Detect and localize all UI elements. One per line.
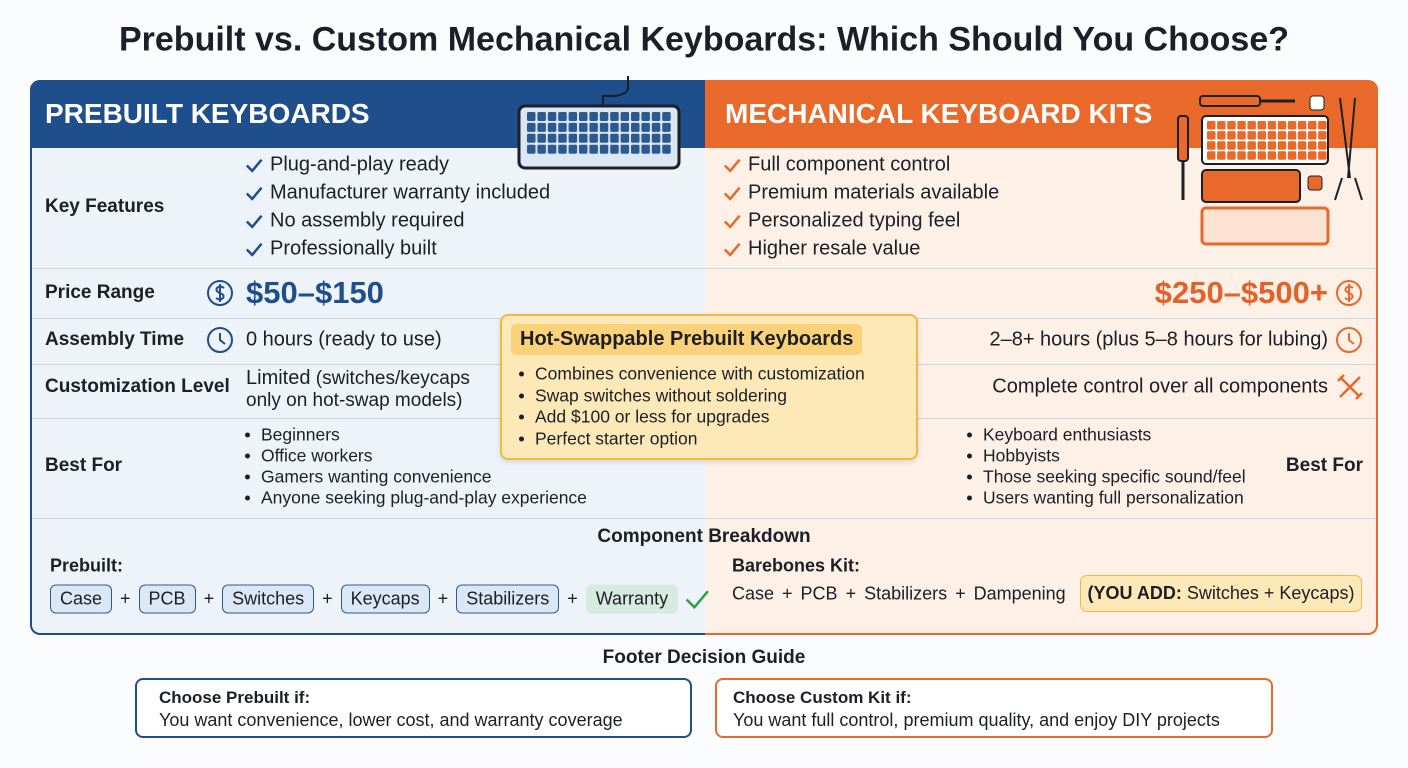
part-chip: PCB <box>138 584 196 614</box>
prebuilt-customization: Limited (switches/keycaps only on hot-sw… <box>246 367 506 412</box>
check-icon <box>245 242 263 257</box>
callout-title: Hot-Swappable Prebuilt Keyboards <box>511 324 863 355</box>
plus-sign: + <box>845 583 857 604</box>
part-chip: Keycaps <box>340 584 430 614</box>
you-add-parts: Switches + Keycaps) <box>1186 583 1355 603</box>
customization-level: Limited <box>246 367 311 389</box>
plus-sign: + <box>437 588 449 609</box>
footer-card-heading: Choose Prebuilt if: <box>159 688 311 707</box>
check-icon <box>685 589 709 609</box>
best-for-item: Gamers wanting convenience <box>241 467 492 488</box>
breakdown-label: Prebuilt: <box>50 555 124 576</box>
plus-sign: + <box>120 588 131 609</box>
footer-title: Footer Decision Guide <box>602 647 806 668</box>
customization-note: (switches/keycaps only on hot-swap model… <box>246 368 470 411</box>
row-divider <box>32 268 1376 269</box>
you-add-box: (YOU ADD: Switches + Keycaps) <box>1080 575 1362 612</box>
kits-heading: MECHANICAL KEYBOARD KITS <box>725 98 1153 129</box>
feature-item: Premium materials available <box>723 182 999 205</box>
row-label: Customization Level <box>45 376 230 397</box>
callout-item: Perfect starter option <box>515 428 697 449</box>
row-label: Assembly Time <box>45 329 185 350</box>
check-icon <box>245 158 263 173</box>
price-icon <box>1336 280 1362 306</box>
part-text: Dampening <box>973 583 1066 604</box>
feature-text: Full component control <box>748 153 951 176</box>
callout-item: Swap switches without soldering <box>515 385 787 406</box>
feature-text: Plug-and-play ready <box>270 153 449 176</box>
best-for-item: Anyone seeking plug-and-play experience <box>241 488 587 509</box>
footer-card: Choose Custom Kit if: You want full cont… <box>715 678 1273 738</box>
prebuilt-heading: PREBUILT KEYBOARDS <box>45 98 370 129</box>
plus-sign: + <box>203 588 215 609</box>
footer-card-text: You want convenience, lower cost, and wa… <box>159 710 623 730</box>
plus-sign: + <box>567 588 578 609</box>
part-text: PCB <box>800 583 838 604</box>
check-icon <box>245 214 263 229</box>
part-chip: Case <box>50 584 113 614</box>
check-icon <box>723 242 741 257</box>
you-add-label: (YOU ADD: <box>1087 583 1182 603</box>
best-for-item: Hobbyists <box>963 446 1060 467</box>
row-label: Best For <box>1285 455 1363 476</box>
tools-icon <box>1337 374 1363 400</box>
breakdown-label: Barebones Kit: <box>732 555 861 576</box>
prebuilt-assembly: 0 hours (ready to use) <box>246 328 442 351</box>
clock-icon <box>1336 327 1362 353</box>
plus-sign: + <box>322 588 333 609</box>
part-text: Stabilizers <box>864 583 948 604</box>
plus-sign: + <box>955 583 966 604</box>
row-label: Price Range <box>45 282 155 303</box>
feature-text: Manufacturer warranty included <box>270 181 551 204</box>
check-icon <box>723 214 741 229</box>
prebuilt-parts: Case + PCB + Switches + Keycaps + Stabilizers + Wa… <box>50 584 710 614</box>
clock-icon <box>207 327 233 353</box>
keyboard-icon <box>517 76 681 170</box>
kits-price: $250–$500+ <box>1154 275 1328 310</box>
feature-text: Higher resale value <box>748 237 921 260</box>
feature-item: Manufacturer warranty included <box>245 182 550 205</box>
part-chip: Warranty <box>585 584 679 614</box>
feature-text: No assembly required <box>270 209 465 232</box>
footer-card-heading: Choose Custom Kit if: <box>733 688 912 707</box>
page-title: Prebuilt vs. Custom Mechanical Keyboards… <box>118 20 1289 59</box>
check-icon <box>245 186 263 201</box>
best-for-item: Beginners <box>241 425 340 446</box>
callout-item: Add $100 or less for upgrades <box>515 407 769 428</box>
check-icon <box>723 186 741 201</box>
kit-icon <box>1177 95 1363 246</box>
kit-parts: Case + PCB + Stabilizers + Dampening <box>732 584 1066 605</box>
check-icon <box>723 158 741 173</box>
row-divider <box>32 518 1376 519</box>
breakdown-title: Component Breakdown <box>597 526 811 547</box>
callout-item: Combines convenience with customization <box>515 364 865 385</box>
feature-item: Personalized typing feel <box>723 210 960 233</box>
footer-card-text: You want full control, premium quality, … <box>733 710 1220 730</box>
plus-sign: + <box>782 583 793 604</box>
part-chip: Stabilizers <box>456 584 560 614</box>
price-icon <box>207 280 233 306</box>
footer-card: Choose Prebuilt if: You want convenience… <box>135 678 692 738</box>
kits-assembly: 2–8+ hours (plus 5–8 hours for lubing) <box>989 328 1328 351</box>
feature-text: Premium materials available <box>748 181 1000 204</box>
best-for-item: Those seeking specific sound/feel <box>963 467 1246 488</box>
feature-item: Full component control <box>723 154 950 177</box>
kits-customization: Complete control over all components <box>992 375 1328 398</box>
best-for-item: Keyboard enthusiasts <box>963 425 1151 446</box>
feature-text: Personalized typing feel <box>748 209 961 232</box>
part-chip: Switches <box>222 584 315 614</box>
feature-item: Professionally built <box>245 238 437 261</box>
best-for-item: Office workers <box>241 446 373 467</box>
feature-item: Higher resale value <box>723 238 920 261</box>
feature-item: No assembly required <box>245 210 465 233</box>
row-label: Best For <box>45 455 123 476</box>
prebuilt-price: $50–$150 <box>246 275 384 310</box>
feature-text: Professionally built <box>270 237 437 260</box>
best-for-item: Users wanting full personalization <box>963 488 1244 509</box>
part-text: Case <box>732 583 775 604</box>
feature-item: Plug-and-play ready <box>245 154 449 177</box>
row-label: Key Features <box>45 196 165 217</box>
